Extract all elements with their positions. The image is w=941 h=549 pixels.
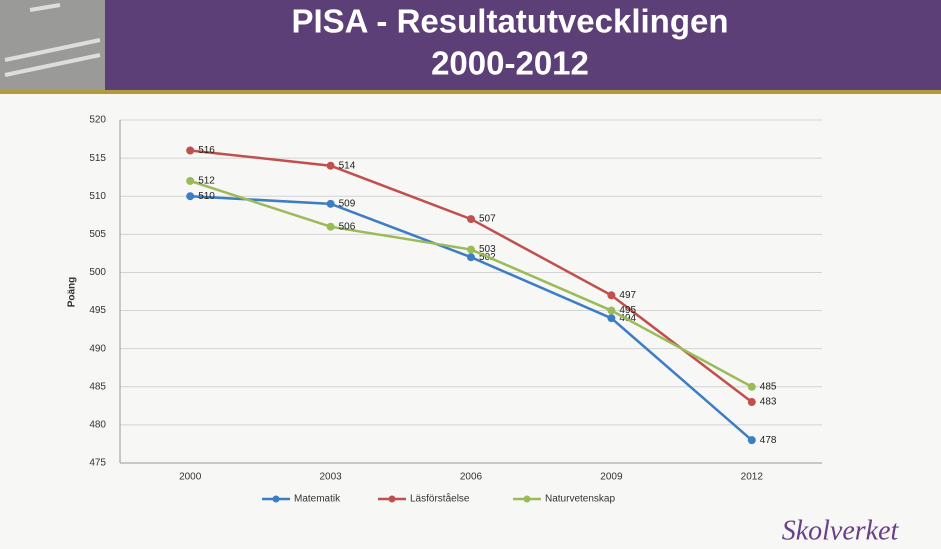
data-label: 483: [760, 397, 777, 408]
data-label: 514: [339, 160, 356, 171]
legend-label: Matematik: [294, 494, 341, 505]
point: [326, 199, 335, 208]
title-line: PISA - Resultatutvecklingen: [291, 3, 728, 40]
y-tick-label: 485: [89, 381, 106, 392]
point: [467, 215, 475, 224]
legend-label: Läsförståelse: [410, 493, 470, 505]
point: [747, 382, 756, 391]
point: [607, 291, 616, 300]
point: [186, 146, 195, 155]
x-tick-label: 2006: [460, 472, 483, 483]
point: [747, 398, 756, 407]
point: [607, 306, 616, 315]
point: [326, 222, 335, 231]
data-label: 512: [198, 176, 215, 187]
header-photo: [0, 0, 105, 90]
header-rule: [0, 90, 941, 94]
point: [186, 192, 195, 201]
point: [467, 245, 475, 254]
data-label: 506: [339, 221, 356, 232]
point: [326, 161, 335, 170]
legend-label: Naturvetenskap: [545, 494, 615, 505]
data-label: 495: [619, 305, 636, 316]
title-line: 2000-2012: [431, 45, 589, 82]
y-tick-label: 475: [89, 458, 106, 469]
photo-detail: [4, 3, 101, 77]
x-tick-label: 2012: [741, 472, 764, 483]
point: [186, 176, 195, 185]
legend-marker: [272, 495, 280, 503]
y-tick-label: 500: [89, 267, 106, 278]
data-label: 478: [760, 435, 777, 446]
y-tick-label: 515: [89, 153, 106, 164]
point: [467, 253, 475, 262]
y-tick-label: 480: [89, 420, 106, 431]
data-label: 516: [198, 145, 215, 156]
logo: Skolverket: [782, 515, 900, 546]
y-tick-label: 520: [89, 115, 106, 126]
y-tick-label: 495: [89, 305, 106, 316]
legend-marker: [388, 495, 396, 503]
y-axis-label: Poäng: [67, 277, 78, 308]
legend-marker: [523, 495, 531, 503]
x-tick-label: 2000: [179, 472, 202, 483]
data-label: 507: [479, 214, 496, 225]
data-label: 509: [339, 198, 356, 209]
x-tick-label: 2009: [600, 472, 623, 483]
data-label: 497: [619, 290, 636, 301]
data-label: 503: [479, 244, 496, 255]
x-tick-label: 2003: [319, 472, 342, 483]
data-label: 485: [760, 381, 777, 392]
point: [607, 314, 616, 323]
y-tick-label: 505: [89, 229, 106, 240]
header-band: [0, 0, 941, 90]
y-tick-label: 490: [89, 343, 106, 354]
point: [747, 436, 756, 445]
data-label: 510: [198, 191, 215, 202]
y-tick-label: 510: [89, 191, 106, 202]
